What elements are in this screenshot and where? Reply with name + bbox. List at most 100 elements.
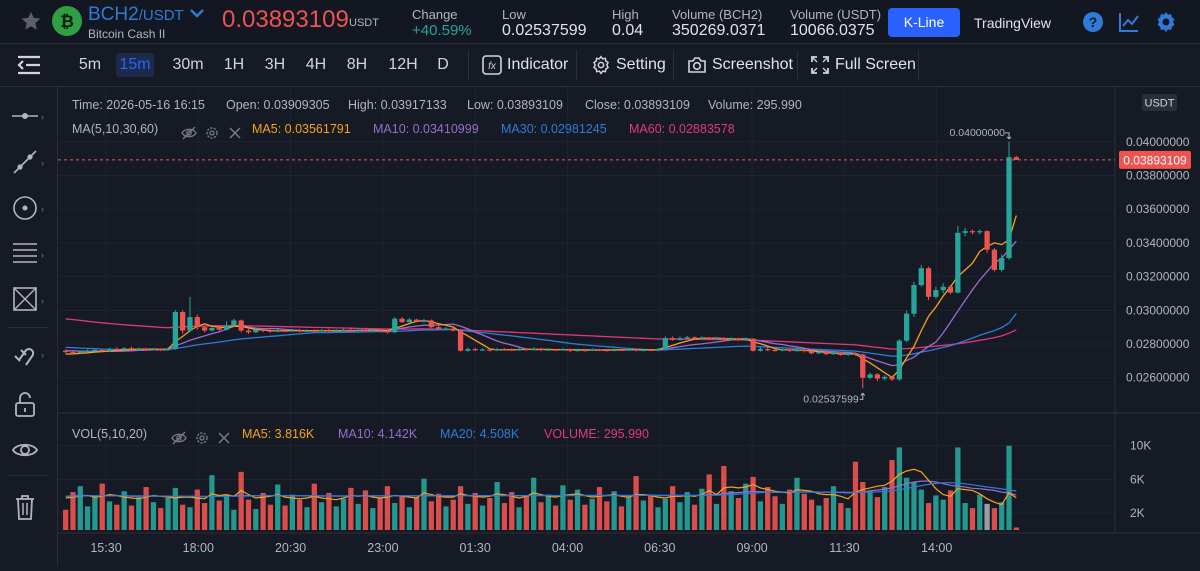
close-icon[interactable] [218, 432, 230, 444]
timeframe-12h[interactable]: 12H [388, 56, 418, 73]
help-icon[interactable]: ? [1082, 11, 1104, 33]
volume-bar [136, 497, 142, 530]
candle-body [618, 349, 625, 351]
chevron-down-icon[interactable] [188, 6, 206, 25]
volume-bar [604, 501, 610, 530]
candle-body [340, 329, 347, 331]
volume-bar [150, 502, 157, 530]
candle-body [114, 349, 120, 351]
candle-body [889, 376, 895, 380]
volume-bar [947, 490, 954, 530]
eye-icon[interactable] [10, 435, 46, 465]
horizontal-line-icon[interactable]: › [10, 101, 46, 131]
timeframe-4h[interactable]: 4H [305, 56, 327, 73]
trend-line-icon[interactable]: › [10, 147, 46, 177]
info-high: High: 0.03917133 [348, 98, 447, 112]
timeframe-1h[interactable]: 1H [223, 56, 245, 73]
volume-bar [1006, 445, 1012, 530]
last-price: 0.03893109 [222, 6, 349, 33]
candlestick-chart[interactable]: 0.04000000 0.03800000 0.03600000 0.03400000… [58, 87, 1200, 566]
volume-bar [589, 498, 595, 530]
timeframe-3h[interactable]: 3H [264, 56, 286, 73]
screenshot-button[interactable]: Screenshot [687, 50, 793, 80]
vol-title: VOL(5,10,20) [72, 427, 147, 441]
vol-ma10-legend: MA10: 4.142K [338, 427, 418, 441]
volume-bar [501, 503, 508, 530]
volume-bar [99, 483, 105, 530]
timeframe-d[interactable]: D [437, 56, 449, 73]
candle-body [406, 319, 412, 323]
volume-bar [640, 500, 647, 530]
unlock-icon[interactable] [10, 389, 46, 419]
trash-icon[interactable] [10, 492, 46, 522]
volume-bar [63, 509, 69, 530]
volume-bar [399, 495, 405, 530]
fib-lines-icon[interactable]: › [10, 239, 46, 269]
volume-bar [414, 497, 420, 530]
volume-bar [940, 499, 946, 530]
gear-icon[interactable] [1154, 10, 1178, 34]
timeframe-15m[interactable]: 15m [116, 53, 154, 77]
candle-body [779, 349, 785, 351]
candle-body [655, 349, 661, 351]
price-tick-label: 0.03000000 [1126, 303, 1190, 317]
tradingview-button[interactable]: TradingView [974, 15, 1052, 31]
magnet-icon[interactable]: › [10, 339, 46, 369]
candle-body [435, 327, 442, 329]
candle-body [92, 349, 98, 352]
candle-body [362, 329, 369, 331]
gear-icon[interactable] [196, 432, 208, 444]
candle-body [523, 349, 530, 351]
eye-off-icon[interactable] [171, 431, 187, 445]
close-icon[interactable] [229, 127, 241, 139]
volume-bar [128, 505, 135, 530]
indicator-button[interactable]: fx Indicator [482, 50, 568, 80]
volume-bar [158, 508, 164, 530]
low-marker-arrow [859, 392, 866, 400]
volume-bar [494, 481, 500, 530]
volume-bar [209, 475, 215, 530]
gear-icon[interactable] [206, 127, 218, 139]
candle-body [830, 352, 837, 355]
volume-bar [289, 494, 295, 530]
candle-body [472, 349, 478, 351]
timeframe-30m[interactable]: 30m [172, 56, 204, 73]
candle-body [728, 338, 734, 340]
toolbar-divider [918, 50, 919, 80]
candle-body [977, 231, 983, 233]
volume-bar [618, 506, 625, 530]
fullscreen-button[interactable]: Full Screen [810, 50, 916, 80]
eye-off-icon[interactable] [181, 126, 197, 140]
chart-area[interactable]: 0.04000000 0.03800000 0.03600000 0.03400000… [58, 87, 1200, 566]
candle-body [99, 349, 105, 352]
volume-bar [428, 501, 434, 530]
setting-button[interactable]: Setting [591, 50, 666, 80]
volume-bar [143, 487, 149, 530]
candle-body [947, 286, 954, 293]
pattern-tool-icon[interactable]: › [10, 285, 46, 315]
menu-collapse-icon[interactable] [16, 54, 42, 76]
circle-tool-icon[interactable]: › [10, 193, 46, 223]
candle-body [465, 349, 471, 351]
candle-body [925, 268, 932, 297]
symbol-selector[interactable]: BCH2/USDT [88, 4, 206, 26]
candle-body [223, 325, 230, 330]
favorite-star-icon[interactable] [20, 10, 42, 32]
candle-body [289, 330, 295, 332]
timeframe-5m[interactable]: 5m [78, 56, 102, 73]
ma30-legend: MA30: 0.02981245 [501, 122, 607, 136]
chart-stats-icon[interactable] [1118, 11, 1140, 33]
volume-bar [845, 508, 851, 530]
volume-bar [699, 488, 705, 530]
toolbar-divider [673, 50, 674, 80]
drawing-tools: › › › › › › [0, 87, 58, 566]
kline-button[interactable]: K-Line [888, 8, 960, 37]
candle-body [787, 349, 793, 351]
top-bar: ₿ BCH2/USDT Bitcoin Cash II 0.03893109 U… [0, 0, 1200, 44]
volume-bar [721, 465, 727, 530]
volume-bar [450, 499, 456, 530]
volume-bar [106, 501, 113, 530]
timeframe-8h[interactable]: 8H [346, 56, 368, 73]
volume-bar [896, 447, 902, 530]
volume-bar [750, 476, 756, 530]
